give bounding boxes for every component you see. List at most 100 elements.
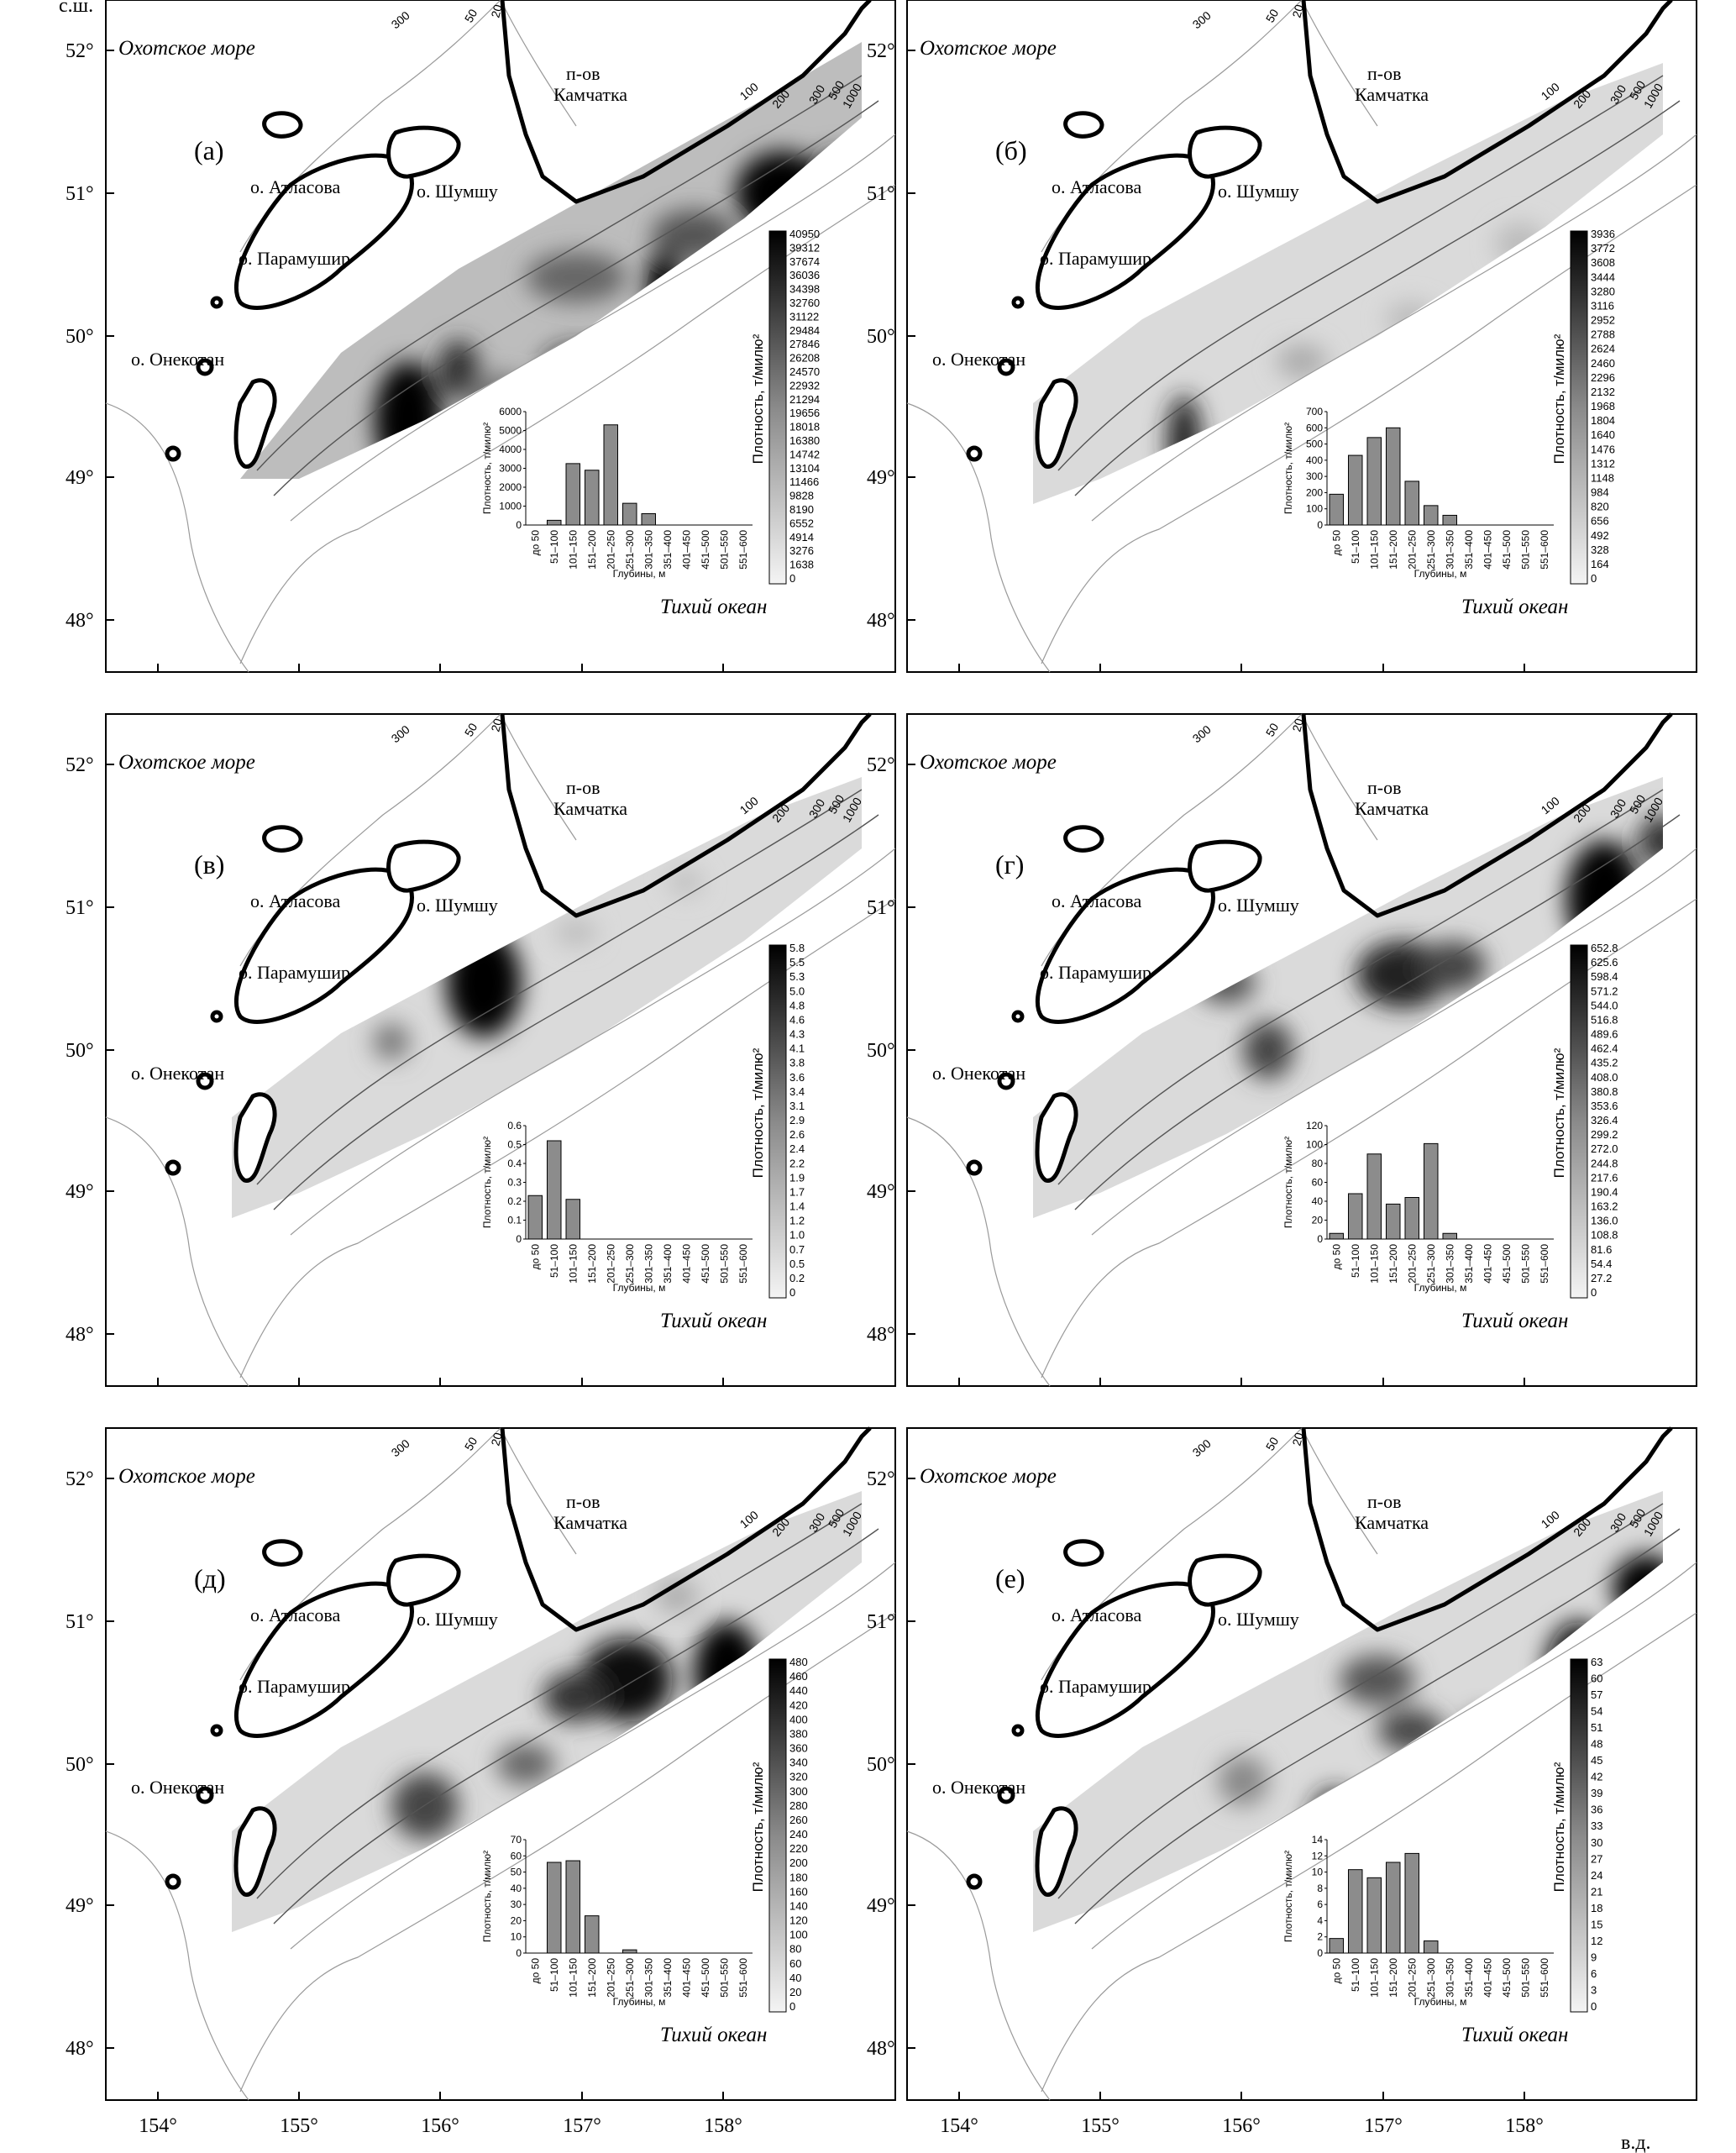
colorbar-tick-label: 0.7: [789, 1243, 805, 1256]
histogram-x-tick-label: 351–400: [662, 1958, 674, 1998]
colorbar-tick-label: 37674: [789, 255, 820, 268]
colorbar-title: Плотность, т/милю²: [1551, 1048, 1567, 1178]
colorbar-tick-label: 326.4: [1591, 1114, 1618, 1126]
histogram-y-tick-label: 20: [1312, 1215, 1324, 1226]
isobath-label: 20: [488, 3, 505, 18]
isobath-200: [273, 814, 879, 1210]
histogram-x-tick-label: 551–600: [737, 1958, 749, 1998]
lat-tick-label: 48°: [867, 610, 895, 632]
lat-tick-label: 52°: [867, 40, 895, 62]
lat-tick-label: 49°: [867, 1181, 895, 1203]
histogram-x-tick-label: 351–400: [662, 1244, 674, 1284]
isobath-50: [500, 1427, 577, 1555]
colorbar: [1570, 944, 1588, 1299]
isobath-1000: [1041, 184, 1697, 664]
colorbar-tick-label: 5.0: [789, 985, 805, 997]
north-axis-label: с.ш.: [59, 0, 93, 17]
survey-area: [1033, 63, 1663, 504]
colorbar-tick-label: 39: [1591, 1787, 1602, 1799]
colorbar-tick-label: 6: [1591, 1967, 1597, 1980]
histogram-x-tick-label: 201–250: [605, 1244, 616, 1284]
sea-okhotsk-label: Охотское море: [118, 1465, 255, 1488]
isobath-label: 20: [1289, 717, 1306, 733]
histogram-y-tick-label: 300: [1306, 470, 1323, 482]
lat-tick-label: 51°: [867, 1611, 895, 1633]
lon-tick-label: 154°: [940, 2115, 978, 2137]
histogram-x-tick-label: 51–100: [548, 1244, 560, 1278]
histogram-x-tick-label: 251–300: [624, 1244, 636, 1284]
histogram-bar: [547, 1862, 562, 1954]
isobath-50: [1301, 713, 1378, 841]
kamchatka-coastline: [1301, 712, 1673, 918]
shumshu-label: о. Шумшу: [417, 895, 498, 916]
histogram-bar: [603, 424, 618, 526]
paramushir-label: о. Парамушир: [239, 248, 350, 269]
histogram-bar: [1348, 1869, 1363, 1954]
colorbar-tick-label: 244.8: [1591, 1157, 1618, 1169]
colorbar-tick-label: 1.7: [789, 1185, 805, 1198]
colorbar-tick-label: 27846: [789, 338, 820, 350]
colorbar-tick-label: 240: [789, 1828, 808, 1841]
depth-histogram: 0 100 200 300 400 500 600 700 до 50 51–100 101–150…: [1282, 406, 1554, 580]
onekotan-label: о. Онекотан: [131, 1063, 224, 1084]
paramushir-label: о. Парамушир: [239, 962, 350, 983]
colorbar-tick-label: 22932: [789, 379, 820, 391]
small-island: [196, 358, 214, 376]
histogram-x-tick-label: 51–100: [1350, 530, 1361, 564]
paramushir-label: о. Парамушир: [1040, 1676, 1151, 1697]
histogram-x-tick-label: 101–150: [567, 1244, 579, 1284]
colorbar-tick-label: 13104: [789, 462, 820, 475]
pacific-label: Тихий океан: [660, 596, 767, 618]
paramushir-island: [233, 153, 414, 310]
lon-tick-label: 157°: [1364, 2115, 1403, 2137]
histogram-x-tick-label: 301–350: [1444, 1958, 1455, 1998]
colorbar-tick-label: 190.4: [1591, 1185, 1618, 1198]
colorbar-tick-label: 0: [789, 572, 795, 585]
isobath-west: [105, 1116, 249, 1387]
colorbar-tick-label: 220: [789, 1842, 808, 1855]
histogram-x-tick-label: 301–350: [1444, 1244, 1455, 1284]
histogram-bar: [1442, 514, 1457, 526]
isobath-label: 50: [1263, 7, 1282, 25]
colorbar-tick-label: 33: [1591, 1820, 1602, 1832]
histogram-x-tick-label: 501–550: [718, 530, 730, 570]
colorbar-tick-label: 3280: [1591, 285, 1615, 297]
colorbar-tick-label: 140: [789, 1899, 808, 1912]
isobath-100: [256, 789, 863, 1185]
colorbar-tick-label: 1638: [789, 559, 814, 571]
small-island: [1011, 1010, 1025, 1023]
histogram-y-tick-label: 0.1: [507, 1215, 522, 1226]
atlasova-label: о. Атласова: [1052, 176, 1141, 197]
histogram-x-tick-label: до 50: [529, 1958, 541, 1984]
onekotan-label: о. Онекотан: [131, 349, 224, 370]
isobath-500: [1091, 1562, 1697, 1950]
onekotan-island: [233, 1092, 277, 1183]
histogram-x-tick-label: 51–100: [548, 1958, 560, 1992]
isobath-label: 50: [1263, 1435, 1282, 1453]
onekotan-label: о. Онекотан: [131, 1777, 224, 1798]
kamchatka-coastline: [1301, 1426, 1673, 1632]
colorbar-tick-label: 1804: [1591, 414, 1615, 427]
histogram-x-tick-label: 101–150: [567, 1958, 579, 1998]
histogram-x-tick-label: до 50: [1330, 530, 1342, 556]
colorbar-tick-label: 45: [1591, 1754, 1602, 1767]
histogram-x-tick-label: 301–350: [642, 1244, 654, 1284]
colorbar-tick-label: 24: [1591, 1869, 1602, 1882]
histogram-x-tick-label: 451–500: [700, 530, 711, 570]
colorbar-tick-label: 108.8: [1591, 1229, 1618, 1242]
histogram-x-tick-label: 551–600: [1539, 1958, 1550, 1998]
onekotan-island: [233, 1806, 277, 1897]
isobath-100: [256, 1503, 863, 1899]
kamchatka-coastline: [500, 1426, 872, 1632]
density-patch: [1638, 815, 1663, 865]
atlasova-label: о. Атласова: [1052, 1604, 1141, 1625]
pacific-label: Тихий океан: [660, 1310, 767, 1332]
sea-okhotsk-label: Охотское море: [118, 751, 255, 774]
histogram-x-tick-label: 151–200: [1387, 1958, 1399, 1998]
colorbar-title: Плотность, т/милю²: [1551, 333, 1567, 464]
histogram-y-tick-label: 100: [1306, 1139, 1323, 1151]
colorbar-tick-label: 63: [1591, 1656, 1602, 1668]
colorbar-tick-label: 420: [789, 1699, 808, 1711]
colorbar: [768, 944, 787, 1299]
